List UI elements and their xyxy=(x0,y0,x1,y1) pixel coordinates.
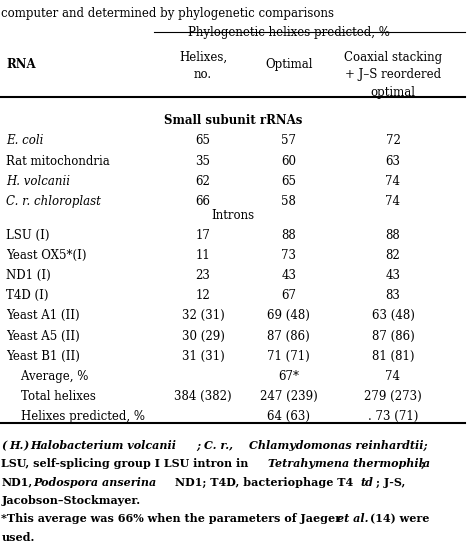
Text: 81 (81): 81 (81) xyxy=(372,350,414,363)
Text: 31 (31): 31 (31) xyxy=(182,350,224,363)
Text: ): ) xyxy=(24,440,29,451)
Text: Helixes,: Helixes, xyxy=(179,51,227,64)
Text: Tetrahymena thermophila: Tetrahymena thermophila xyxy=(268,458,430,469)
Text: Podospora anserina: Podospora anserina xyxy=(33,476,156,488)
Text: Optimal: Optimal xyxy=(265,58,312,71)
Text: *This average was 66% when the parameters of Jaeger: *This average was 66% when the parameter… xyxy=(1,513,341,524)
Text: C. r. chloroplast: C. r. chloroplast xyxy=(6,195,101,208)
Text: E. coli: E. coli xyxy=(6,134,44,147)
Text: used.: used. xyxy=(1,532,35,542)
Text: 43: 43 xyxy=(385,269,401,282)
Text: Phylogenetic helixes predicted, %: Phylogenetic helixes predicted, % xyxy=(188,26,390,39)
Text: 65: 65 xyxy=(281,175,296,188)
Text: 384 (382): 384 (382) xyxy=(174,390,232,403)
Text: 88: 88 xyxy=(386,229,401,242)
Text: 82: 82 xyxy=(386,249,401,262)
Text: ; C. r.,: ; C. r., xyxy=(196,440,233,451)
Text: (14) were: (14) were xyxy=(370,513,429,524)
Text: 23: 23 xyxy=(196,269,210,282)
Text: 247 (239): 247 (239) xyxy=(260,390,318,403)
Text: . 73 (71): . 73 (71) xyxy=(368,410,418,423)
Text: ND1 (I): ND1 (I) xyxy=(6,269,51,282)
Text: ND1; T4D, bacteriophage T4: ND1; T4D, bacteriophage T4 xyxy=(175,476,354,488)
Text: 279 (273): 279 (273) xyxy=(364,390,422,403)
Text: 74: 74 xyxy=(385,370,401,383)
Text: Halobacterium volcanii: Halobacterium volcanii xyxy=(30,440,176,451)
Text: 87 (86): 87 (86) xyxy=(267,330,310,343)
Text: LSU, self-splicing group I LSU intron in: LSU, self-splicing group I LSU intron in xyxy=(1,458,249,469)
Text: computer and determined by phylogenetic comparisons: computer and determined by phylogenetic … xyxy=(1,7,334,20)
Text: Helixes predicted, %: Helixes predicted, % xyxy=(6,410,145,423)
Text: 67: 67 xyxy=(281,289,296,302)
Text: td: td xyxy=(361,476,374,488)
Text: 43: 43 xyxy=(281,269,296,282)
Text: Small subunit rRNAs: Small subunit rRNAs xyxy=(164,114,302,127)
Text: 71 (71): 71 (71) xyxy=(267,350,310,363)
Text: 62: 62 xyxy=(196,175,210,188)
Text: RNA: RNA xyxy=(6,58,36,71)
Text: 65: 65 xyxy=(195,134,210,147)
Text: 74: 74 xyxy=(385,195,401,208)
Text: 35: 35 xyxy=(195,154,210,167)
Text: 11: 11 xyxy=(196,249,210,262)
Text: Jacobson–Stockmayer.: Jacobson–Stockmayer. xyxy=(1,495,140,506)
Text: ;: ; xyxy=(421,458,425,469)
Text: (: ( xyxy=(1,440,7,451)
Text: 87 (86): 87 (86) xyxy=(372,330,414,343)
Text: Yeast B1 (II): Yeast B1 (II) xyxy=(6,350,80,363)
Text: 72: 72 xyxy=(385,134,401,147)
Text: ND1,: ND1, xyxy=(1,476,33,488)
Text: ; J-S,: ; J-S, xyxy=(376,476,405,488)
Text: 74: 74 xyxy=(385,175,401,188)
Text: 30 (29): 30 (29) xyxy=(182,330,224,343)
Text: 88: 88 xyxy=(282,229,296,242)
Text: Yeast OX5*(I): Yeast OX5*(I) xyxy=(6,249,87,262)
Text: et al.: et al. xyxy=(337,513,368,524)
Text: 83: 83 xyxy=(385,289,401,302)
Text: 60: 60 xyxy=(281,154,296,167)
Text: 64 (63): 64 (63) xyxy=(267,410,310,423)
Text: optimal: optimal xyxy=(371,86,416,99)
Text: 58: 58 xyxy=(281,195,296,208)
Text: H. volcanii: H. volcanii xyxy=(6,175,70,188)
Text: 69 (48): 69 (48) xyxy=(267,309,310,322)
Text: Total helixes: Total helixes xyxy=(6,390,96,403)
Text: Yeast A1 (II): Yeast A1 (II) xyxy=(6,309,80,322)
Text: 32 (31): 32 (31) xyxy=(182,309,224,322)
Text: Average, %: Average, % xyxy=(6,370,88,383)
Text: H.: H. xyxy=(10,440,24,451)
Text: 63 (48): 63 (48) xyxy=(372,309,414,322)
Text: LSU (I): LSU (I) xyxy=(6,229,49,242)
Text: 73: 73 xyxy=(281,249,296,262)
Text: + J–S reordered: + J–S reordered xyxy=(345,68,441,81)
Text: 67*: 67* xyxy=(278,370,299,383)
Text: 66: 66 xyxy=(195,195,210,208)
Text: Rat mitochondria: Rat mitochondria xyxy=(6,154,110,167)
Text: Introns: Introns xyxy=(211,209,255,222)
Text: Yeast A5 (II): Yeast A5 (II) xyxy=(6,330,80,343)
Text: 63: 63 xyxy=(385,154,401,167)
Text: no.: no. xyxy=(194,68,212,81)
Text: Chlamydomonas reinhardtii;: Chlamydomonas reinhardtii; xyxy=(249,440,428,451)
Text: T4D (I): T4D (I) xyxy=(6,289,48,302)
Text: 12: 12 xyxy=(196,289,210,302)
Text: 17: 17 xyxy=(196,229,210,242)
Text: Coaxial stacking: Coaxial stacking xyxy=(344,51,442,64)
Text: 57: 57 xyxy=(281,134,296,147)
